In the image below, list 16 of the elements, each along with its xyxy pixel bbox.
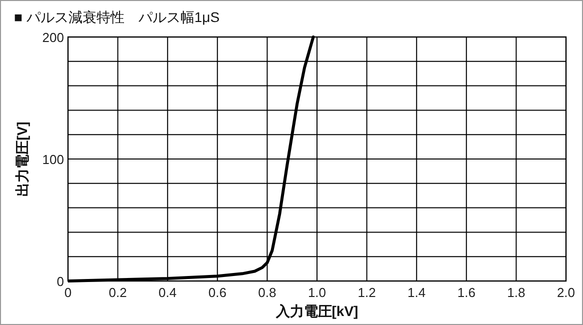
x-tick-label: 0.2: [108, 285, 127, 300]
x-tick-label: 2.0: [556, 285, 576, 300]
x-tick-label: 0.6: [208, 285, 226, 300]
x-tick-label: 0.8: [258, 285, 276, 300]
x-tick-label: 1.6: [457, 285, 476, 300]
x-tick-label: 1.4: [408, 285, 426, 300]
y-axis-title: 出力電圧[V]: [14, 122, 30, 196]
x-tick-label: 1.0: [308, 285, 326, 300]
y-tick-label: 0: [56, 274, 64, 289]
x-tick-label: 1.8: [507, 285, 526, 300]
y-tick-label: 100: [42, 152, 64, 167]
y-tick-label: 200: [42, 30, 64, 45]
x-tick-label: 0.4: [158, 285, 177, 300]
x-axis-title: 入力電圧[kV]: [274, 303, 358, 319]
x-tick-label: 1.2: [358, 285, 376, 300]
chart-title: ■ パルス減衰特性 パルス幅1μS: [14, 9, 220, 25]
